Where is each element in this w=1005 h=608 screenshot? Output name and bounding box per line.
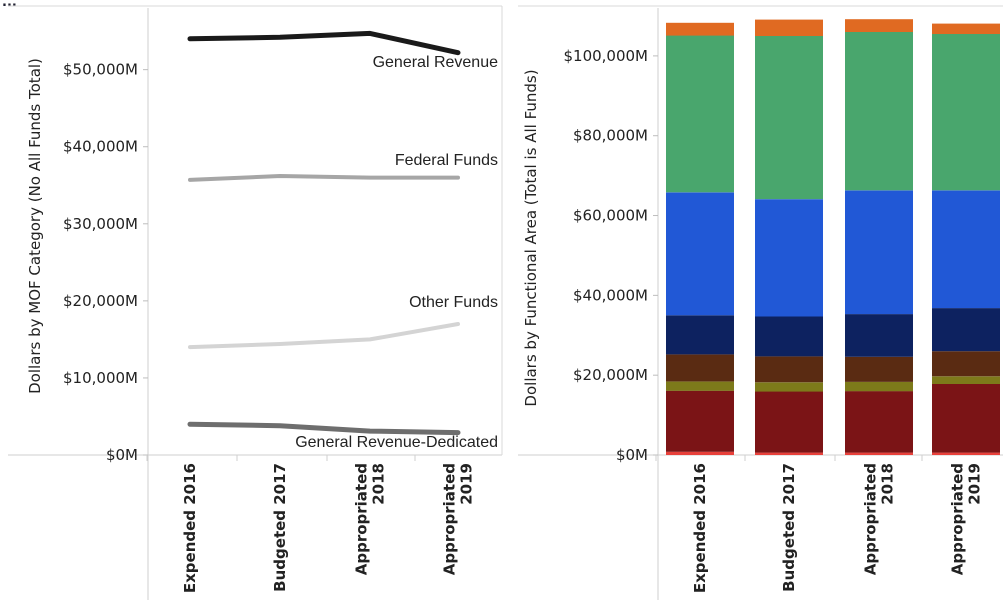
x-category-label: Expended 2016 [691, 463, 709, 593]
bar-segment [666, 192, 734, 316]
y-tick-label: $0M [106, 446, 138, 464]
bar-segment [666, 451, 734, 455]
y-tick-label: $100,000M [563, 47, 648, 65]
functional-area-stacked-bar-chart: $0M $20,000M $40,000M $60,000M $80,000M $100,… [518, 5, 1003, 600]
bar-segment [932, 190, 1000, 309]
bar-segment [845, 19, 913, 32]
bar-segment [755, 19, 823, 36]
x-category-label: Budgeted 2017 [271, 463, 289, 592]
bar-segment [932, 384, 1000, 453]
x-category-label: 2018 [370, 463, 388, 505]
bar-segment [932, 351, 1000, 377]
bar-segment [932, 452, 1000, 455]
bar-segment [755, 356, 823, 383]
y-tick-label: $60,000M [573, 207, 648, 225]
series-line [187, 30, 461, 56]
y-tick-label: $0M [616, 446, 648, 464]
bar-segment [666, 390, 734, 452]
series-label: General Revenue-Dedicated [295, 434, 498, 451]
bar-segment [845, 452, 913, 455]
x-category-label: Appropriated [441, 463, 459, 575]
bar-segment [845, 356, 913, 382]
bar-segment [845, 382, 913, 392]
x-category-label: Appropriated [949, 463, 967, 575]
x-category-label: Budgeted 2017 [780, 463, 798, 592]
series-line [188, 322, 460, 350]
y-tick-label: $40,000M [63, 138, 138, 156]
y-axis-title: Dollars by MOF Category (No All Funds To… [26, 58, 44, 394]
x-category-label: 2018 [879, 463, 897, 505]
bar-segment [932, 33, 1000, 191]
x-category-label: Appropriated [862, 463, 880, 575]
bar-segment [845, 31, 913, 191]
bar-segment [666, 22, 734, 36]
bar-segment [845, 391, 913, 453]
mof-category-line-chart: $0M $10,000M $20,000M $30,000M $40,000M $50,0… [8, 5, 503, 600]
bar-segment [845, 190, 913, 315]
bar-segment [755, 35, 823, 200]
bar-segment [755, 391, 823, 453]
series-label: General Revenue [373, 54, 499, 71]
header-fragment: ... [2, 0, 17, 10]
series-label: Federal Funds [395, 152, 498, 169]
series-line [188, 174, 460, 182]
y-tick-label: $50,000M [63, 61, 138, 79]
bar-segment [755, 452, 823, 455]
x-category-label: Expended 2016 [181, 463, 199, 593]
y-axis-title: Dollars by Functional Area (Total is All… [522, 69, 540, 406]
series-line [187, 421, 461, 436]
y-tick-label: $80,000M [573, 127, 648, 145]
x-category-label: 2019 [458, 463, 476, 505]
y-tick-label: $40,000M [573, 286, 648, 304]
bar-segment [666, 354, 734, 382]
y-tick-label: $30,000M [63, 215, 138, 233]
bar-segment [755, 199, 823, 317]
x-category-label: 2019 [966, 463, 984, 505]
series-label: Other Funds [409, 294, 498, 311]
y-tick-label: $20,000M [573, 366, 648, 384]
bar-segment [932, 23, 1000, 34]
bar-segment [845, 314, 913, 357]
bar-segment [666, 35, 734, 193]
y-tick-label: $20,000M [63, 292, 138, 310]
bar-segment [755, 382, 823, 392]
bar-segment [666, 381, 734, 391]
bar-segment [932, 308, 1000, 352]
bar-segment [666, 315, 734, 355]
bar-segment [932, 376, 1000, 384]
y-tick-label: $10,000M [63, 369, 138, 387]
bar-segment [755, 316, 823, 357]
x-category-label: Appropriated [353, 463, 371, 575]
